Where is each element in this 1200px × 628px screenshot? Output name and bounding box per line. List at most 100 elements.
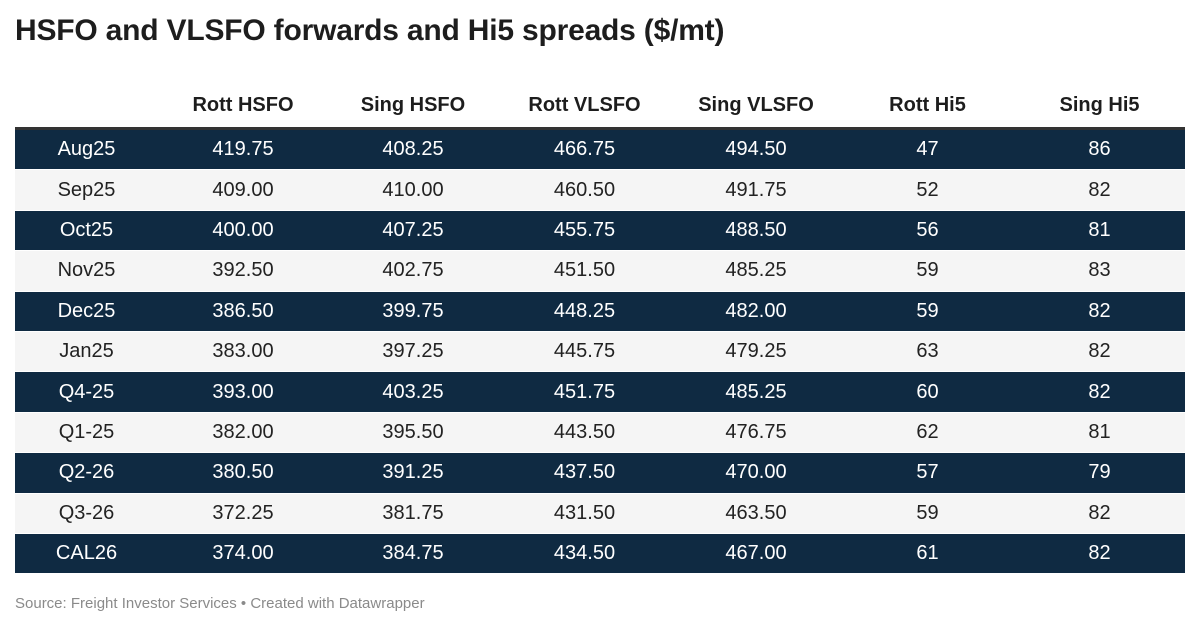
table-row: Jan25 383.00 397.25 445.75 479.25 63 82 <box>15 330 1185 373</box>
table-cell: 408.25 <box>328 128 498 170</box>
table-cell: 431.50 <box>498 492 671 534</box>
table-row: Q3-26 372.25 381.75 431.50 463.50 59 82 <box>15 492 1185 534</box>
table-cell: 82 <box>1014 169 1185 211</box>
table-cell: 463.50 <box>671 492 841 534</box>
table-cell: 402.75 <box>328 250 498 292</box>
table-cell: 61 <box>841 533 1014 574</box>
table-cell: 443.50 <box>498 411 671 454</box>
table-row: Aug25 419.75 408.25 466.75 494.50 47 86 <box>15 128 1185 170</box>
table-cell: 47 <box>841 128 1014 170</box>
table-cell: 410.00 <box>328 169 498 211</box>
table-cell: 60 <box>841 371 1014 413</box>
table-cell: 397.25 <box>328 330 498 373</box>
table-cell: 419.75 <box>158 128 328 170</box>
row-label: Oct25 <box>15 210 158 251</box>
table-row: CAL26 374.00 384.75 434.50 467.00 61 82 <box>15 533 1185 574</box>
table-cell: 380.50 <box>158 452 328 494</box>
table-cell: 81 <box>1014 210 1185 251</box>
table-row: Q1-25 382.00 395.50 443.50 476.75 62 81 <box>15 411 1185 454</box>
table-cell: 451.50 <box>498 250 671 292</box>
table-cell: 59 <box>841 250 1014 292</box>
table-row: Dec25 386.50 399.75 448.25 482.00 59 82 <box>15 291 1185 332</box>
table-cell: 409.00 <box>158 169 328 211</box>
table-cell: 451.75 <box>498 371 671 413</box>
table-cell: 460.50 <box>498 169 671 211</box>
table-cell: 63 <box>841 330 1014 373</box>
table-cell: 386.50 <box>158 291 328 332</box>
table-cell: 466.75 <box>498 128 671 170</box>
table-cell: 482.00 <box>671 291 841 332</box>
table-cell: 407.25 <box>328 210 498 251</box>
table-cell: 82 <box>1014 533 1185 574</box>
table-cell: 470.00 <box>671 452 841 494</box>
data-table: Rott HSFO Sing HSFO Rott VLSFO Sing VLSFO Ro… <box>15 83 1185 574</box>
row-label: Q4-25 <box>15 371 158 413</box>
row-label: Q3-26 <box>15 492 158 534</box>
column-header: Rott Hi5 <box>841 83 1014 130</box>
table-cell: 393.00 <box>158 371 328 413</box>
row-label: Nov25 <box>15 250 158 292</box>
table-row: Nov25 392.50 402.75 451.50 485.25 59 83 <box>15 250 1185 292</box>
table-cell: 437.50 <box>498 452 671 494</box>
table-cell: 86 <box>1014 128 1185 170</box>
table-cell: 372.25 <box>158 492 328 534</box>
table-cell: 392.50 <box>158 250 328 292</box>
table-cell: 56 <box>841 210 1014 251</box>
table-body: Aug25 419.75 408.25 466.75 494.50 47 86 Sep25 40… <box>15 128 1185 574</box>
table-cell: 384.75 <box>328 533 498 574</box>
table-cell: 59 <box>841 492 1014 534</box>
source-note: Source: Freight Investor Services • Crea… <box>15 595 425 612</box>
table-cell: 448.25 <box>498 291 671 332</box>
table-row: Q4-25 393.00 403.25 451.75 485.25 60 82 <box>15 371 1185 413</box>
column-header: Sing Hi5 <box>1014 83 1185 130</box>
row-label: Q1-25 <box>15 411 158 454</box>
table-cell: 403.25 <box>328 371 498 413</box>
column-header: Sing VLSFO <box>671 83 841 130</box>
table-cell: 399.75 <box>328 291 498 332</box>
table-cell: 434.50 <box>498 533 671 574</box>
column-header: Sing HSFO <box>328 83 498 130</box>
table-cell: 488.50 <box>671 210 841 251</box>
row-label: Q2-26 <box>15 452 158 494</box>
table-cell: 445.75 <box>498 330 671 373</box>
table-row: Sep25 409.00 410.00 460.50 491.75 52 82 <box>15 169 1185 211</box>
table-cell: 82 <box>1014 330 1185 373</box>
row-label: Dec25 <box>15 291 158 332</box>
table-cell: 485.25 <box>671 250 841 292</box>
table-cell: 381.75 <box>328 492 498 534</box>
table-cell: 491.75 <box>671 169 841 211</box>
table-cell: 57 <box>841 452 1014 494</box>
table-cell: 59 <box>841 291 1014 332</box>
table-cell: 395.50 <box>328 411 498 454</box>
table-cell: 374.00 <box>158 533 328 574</box>
row-label: Aug25 <box>15 128 158 170</box>
table-cell: 52 <box>841 169 1014 211</box>
table-cell: 82 <box>1014 371 1185 413</box>
column-header <box>15 83 158 130</box>
table-row: Oct25 400.00 407.25 455.75 488.50 56 81 <box>15 210 1185 251</box>
header-row: Rott HSFO Sing HSFO Rott VLSFO Sing VLSFO Ro… <box>15 83 1185 130</box>
table-cell: 485.25 <box>671 371 841 413</box>
table-cell: 82 <box>1014 291 1185 332</box>
table-cell: 81 <box>1014 411 1185 454</box>
table-cell: 79 <box>1014 452 1185 494</box>
table-cell: 400.00 <box>158 210 328 251</box>
column-header: Rott HSFO <box>158 83 328 130</box>
table-cell: 83 <box>1014 250 1185 292</box>
table-row: Q2-26 380.50 391.25 437.50 470.00 57 79 <box>15 452 1185 494</box>
column-header: Rott VLSFO <box>498 83 671 130</box>
table-cell: 476.75 <box>671 411 841 454</box>
table-cell: 62 <box>841 411 1014 454</box>
table-cell: 382.00 <box>158 411 328 454</box>
table-cell: 383.00 <box>158 330 328 373</box>
table-cell: 455.75 <box>498 210 671 251</box>
row-label: Sep25 <box>15 169 158 211</box>
chart-title: HSFO and VLSFO forwards and Hi5 spreads … <box>15 14 725 47</box>
row-label: Jan25 <box>15 330 158 373</box>
table-cell: 391.25 <box>328 452 498 494</box>
table-cell: 467.00 <box>671 533 841 574</box>
table-cell: 82 <box>1014 492 1185 534</box>
table-cell: 479.25 <box>671 330 841 373</box>
row-label: CAL26 <box>15 533 158 574</box>
